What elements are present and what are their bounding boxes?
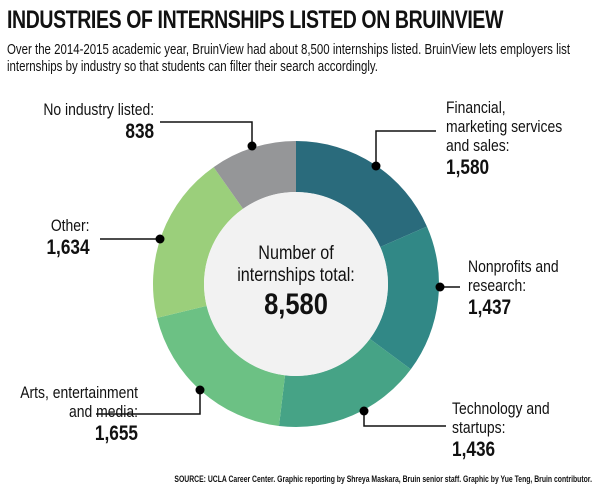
label-value: 1,634 <box>46 236 90 259</box>
center-total: 8,580 <box>264 288 328 321</box>
slice-technology <box>278 338 411 427</box>
slice-nonprofits <box>369 226 439 370</box>
leader-line-no-industry <box>160 121 253 146</box>
slice-arts <box>157 305 286 426</box>
label-technology: Technology and startups: 1,436 <box>452 399 559 462</box>
center-text: Number of internships total: <box>237 243 355 286</box>
label-value: 1,436 <box>452 438 496 461</box>
label-arts: Arts, entertainment and media: 1,655 <box>7 383 138 446</box>
leader-dot-arts <box>195 385 205 395</box>
slice-other <box>153 167 244 318</box>
label-text: Other: <box>51 216 90 235</box>
source-note: SOURCE: UCLA Career Center. Graphic repo… <box>174 474 592 485</box>
label-value: 1,437 <box>468 296 512 319</box>
donut-center <box>204 192 388 376</box>
label-financial: Financial, marketing services and sales:… <box>446 98 569 180</box>
label-text: Nonprofits and research: <box>468 257 559 295</box>
label-text: No industry listed: <box>43 100 154 119</box>
label-value: 1,580 <box>446 156 490 179</box>
leader-dot-financial <box>371 161 381 171</box>
label-nonprofits: Nonprofits and research: 1,437 <box>468 257 575 320</box>
label-text: Arts, entertainment and media: <box>20 383 139 421</box>
label-text: Technology and startups: <box>452 399 550 437</box>
chart-subtitle: Over the 2014-2015 academic year, BruinV… <box>7 42 571 75</box>
label-no-industry: No industry listed: 838 <box>43 100 154 144</box>
leader-dot-other <box>155 234 165 244</box>
leader-line-arts <box>96 390 201 415</box>
chart-title: INDUSTRIES OF INTERNSHIPS LISTED ON BRUI… <box>7 6 503 34</box>
label-other: Other: 1,634 <box>47 216 90 260</box>
leader-line-financial <box>375 130 436 166</box>
slice-financial <box>296 141 427 248</box>
label-text: Financial, marketing services and sales: <box>446 98 563 155</box>
center-label: Number of internships total: 8,580 <box>220 243 373 323</box>
label-value: 1,655 <box>94 422 138 445</box>
leader-dot-no-industry <box>247 141 257 151</box>
label-value: 838 <box>125 120 154 143</box>
leader-line-technology <box>363 411 446 427</box>
leader-dot-nonprofits <box>435 282 445 292</box>
leader-dot-technology <box>359 406 369 416</box>
slice-no-industry <box>213 141 296 209</box>
